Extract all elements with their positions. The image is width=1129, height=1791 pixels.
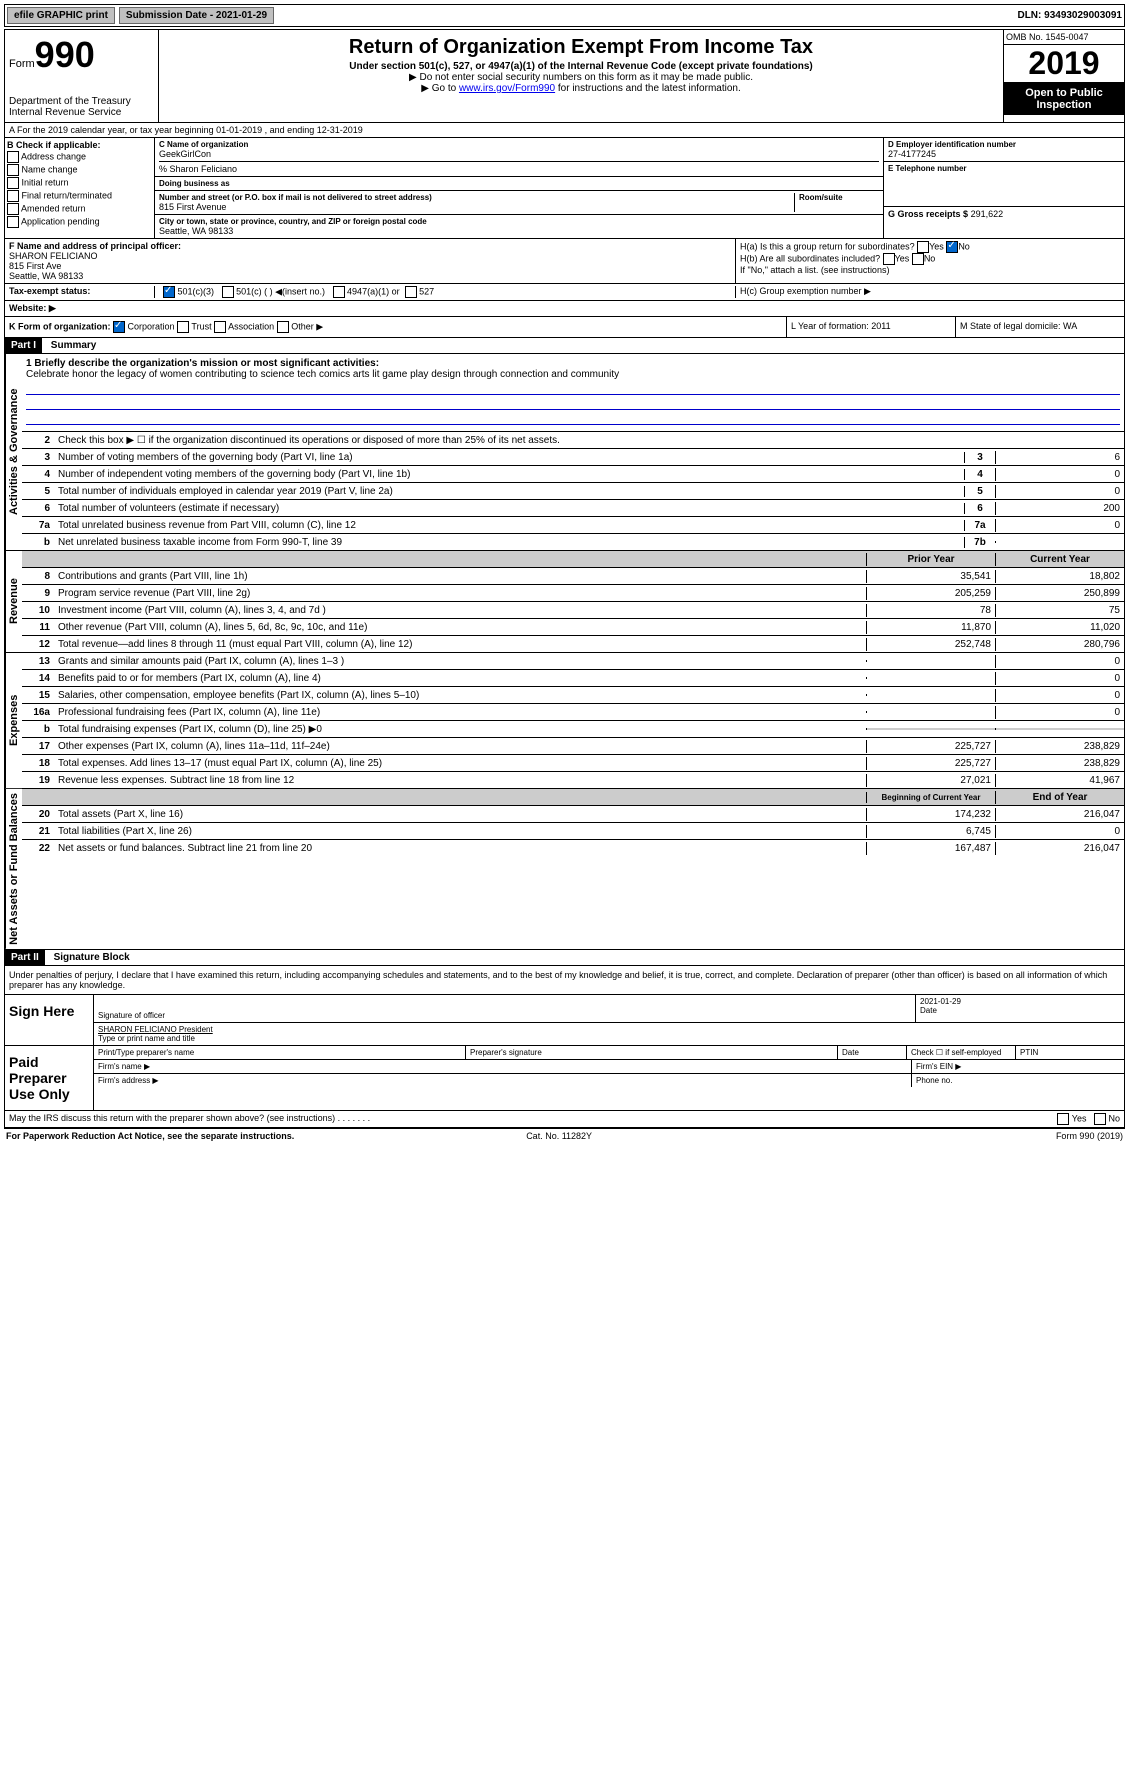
ein: 27-4177245 [888, 149, 1120, 159]
box-fh: F Name and address of principal officer:… [4, 239, 1125, 284]
year-formation: L Year of formation: 2011 [787, 317, 956, 337]
revenue-section: Revenue Prior YearCurrent Year 8Contribu… [4, 551, 1125, 653]
table-row: 14Benefits paid to or for members (Part … [22, 670, 1124, 687]
perjury-text: Under penalties of perjury, I declare th… [4, 966, 1125, 995]
table-row: 13Grants and similar amounts paid (Part … [22, 653, 1124, 670]
expenses-section: Expenses 13Grants and similar amounts pa… [4, 653, 1125, 789]
org-address: 815 First Avenue [159, 202, 794, 212]
table-row: 11Other revenue (Part VIII, column (A), … [22, 619, 1124, 636]
part2-header: Part II Signature Block [4, 950, 1125, 966]
table-row: 17Other expenses (Part IX, column (A), l… [22, 738, 1124, 755]
note-link: ▶ Go to www.irs.gov/Form990 for instruct… [163, 83, 999, 94]
website-row: Website: ▶ [4, 301, 1125, 317]
open-public: Open to Public Inspection [1004, 83, 1124, 115]
officer-signed-name: SHARON FELICIANO President [98, 1025, 1120, 1034]
table-row: 21Total liabilities (Part X, line 26)6,7… [22, 823, 1124, 840]
box-deg: D Employer identification number 27-4177… [883, 138, 1124, 238]
form-title: Return of Organization Exempt From Incom… [163, 36, 999, 59]
omb-number: OMB No. 1545-0047 [1004, 30, 1124, 45]
irs-link[interactable]: www.irs.gov/Form990 [459, 83, 555, 94]
efile-button[interactable]: efile GRAPHIC print [7, 7, 115, 24]
governance-section: Activities & Governance 1 Briefly descri… [4, 354, 1125, 551]
form-number: Form990 [9, 34, 154, 76]
box-c: C Name of organization GeekGirlCon % Sha… [155, 138, 883, 238]
org-city: Seattle, WA 98133 [159, 226, 879, 236]
mission-text: Celebrate honor the legacy of women cont… [26, 369, 1120, 380]
submission-date: Submission Date - 2021-01-29 [119, 7, 274, 24]
top-bar: efile GRAPHIC print Submission Date - 20… [4, 4, 1125, 27]
table-row: 12Total revenue—add lines 8 through 11 (… [22, 636, 1124, 652]
form-subtitle: Under section 501(c), 527, or 4947(a)(1)… [163, 61, 999, 72]
discuss-row: May the IRS discuss this return with the… [4, 1111, 1125, 1128]
form-header: Form990 Department of the Treasury Inter… [4, 29, 1125, 123]
tax-year: 2019 [1004, 45, 1124, 83]
table-row: 7aTotal unrelated business revenue from … [22, 517, 1124, 534]
table-row: 9Program service revenue (Part VIII, lin… [22, 585, 1124, 602]
klm-row: K Form of organization: Corporation Trus… [4, 317, 1125, 338]
table-row: 15Salaries, other compensation, employee… [22, 687, 1124, 704]
table-row: bTotal fundraising expenses (Part IX, co… [22, 721, 1124, 738]
table-row: 4Number of independent voting members of… [22, 466, 1124, 483]
sign-date: 2021-01-29 [920, 997, 1120, 1006]
row-a: A For the 2019 calendar year, or tax yea… [4, 123, 1125, 138]
table-row: 8Contributions and grants (Part VIII, li… [22, 568, 1124, 585]
part1-header: Part I Summary [4, 338, 1125, 354]
dept-treasury: Department of the Treasury [9, 96, 154, 107]
table-row: bNet unrelated business taxable income f… [22, 534, 1124, 550]
table-row: 16aProfessional fundraising fees (Part I… [22, 704, 1124, 721]
table-row: 22Net assets or fund balances. Subtract … [22, 840, 1124, 856]
box-b: B Check if applicable: Address change Na… [5, 138, 155, 238]
sign-here-section: Sign Here Signature of officer 2021-01-2… [4, 995, 1125, 1046]
table-row: 3Number of voting members of the governi… [22, 449, 1124, 466]
dln: DLN: 93493029003091 [1017, 10, 1122, 21]
org-name: GeekGirlCon [159, 149, 879, 159]
tax-status-row: Tax-exempt status: 501(c)(3) 501(c) ( ) … [4, 284, 1125, 301]
table-row: 10Investment income (Part VIII, column (… [22, 602, 1124, 619]
table-row: 20Total assets (Part X, line 16)174,2322… [22, 806, 1124, 823]
netassets-section: Net Assets or Fund Balances Beginning of… [4, 789, 1125, 950]
state-domicile: M State of legal domicile: WA [956, 317, 1124, 337]
officer-name: SHARON FELICIANO [9, 251, 731, 261]
table-row: 6Total number of volunteers (estimate if… [22, 500, 1124, 517]
entity-grid: B Check if applicable: Address change Na… [4, 138, 1125, 239]
gross-receipts: 291,622 [971, 209, 1004, 219]
table-row: 5Total number of individuals employed in… [22, 483, 1124, 500]
status-501c3[interactable] [163, 286, 175, 298]
paid-preparer-section: Paid Preparer Use Only Print/Type prepar… [4, 1046, 1125, 1111]
footer: For Paperwork Reduction Act Notice, see … [4, 1128, 1125, 1143]
irs-label: Internal Revenue Service [9, 107, 154, 118]
table-row: 18Total expenses. Add lines 13–17 (must … [22, 755, 1124, 772]
note-ssn: ▶ Do not enter social security numbers o… [163, 72, 999, 83]
table-row: 19Revenue less expenses. Subtract line 1… [22, 772, 1124, 788]
